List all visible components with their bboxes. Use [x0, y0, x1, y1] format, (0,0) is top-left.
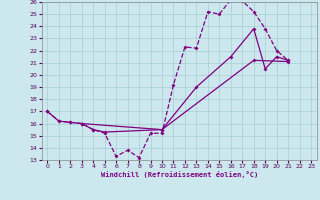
- X-axis label: Windchill (Refroidissement éolien,°C): Windchill (Refroidissement éolien,°C): [100, 171, 258, 178]
